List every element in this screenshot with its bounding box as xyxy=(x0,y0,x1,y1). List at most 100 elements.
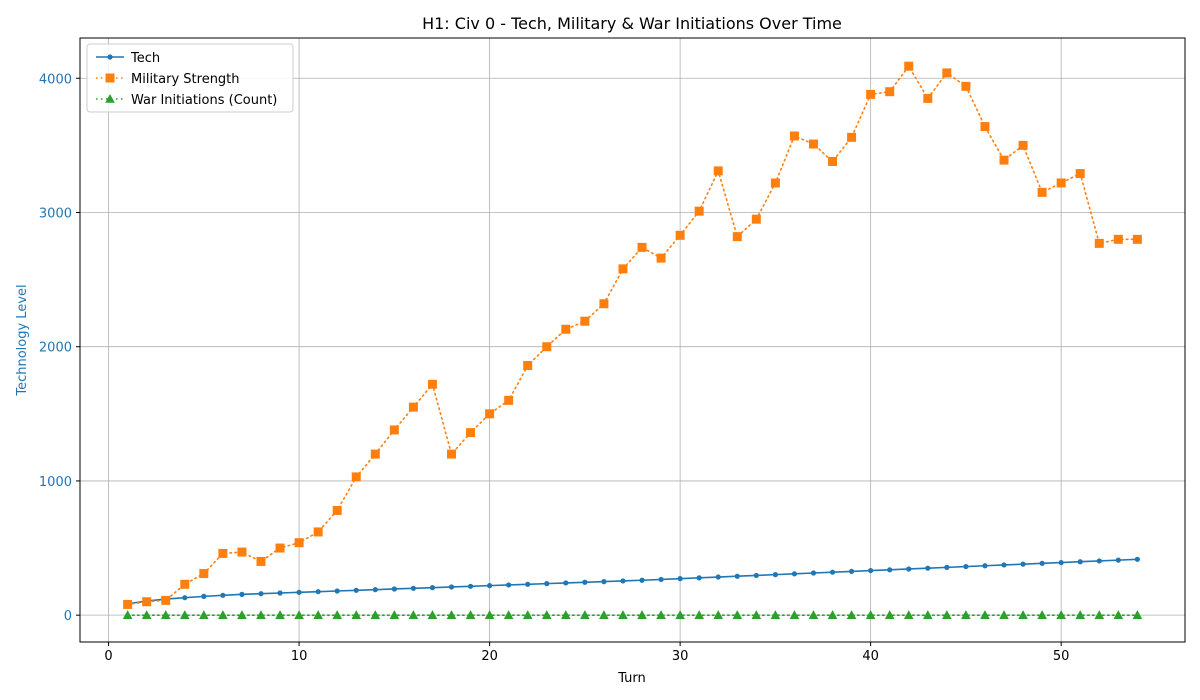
y-tick-label: 0 xyxy=(64,609,72,624)
data-point-war-initiations-count xyxy=(427,610,438,619)
data-point-war-initiations-count xyxy=(637,610,647,619)
data-point-military-strength xyxy=(808,139,818,149)
data-point-military-strength xyxy=(1132,234,1142,244)
data-point-war-initiations-count xyxy=(370,610,381,619)
data-point-military-strength xyxy=(599,299,609,309)
data-point-tech xyxy=(487,583,493,589)
data-point-war-initiations-count xyxy=(351,610,362,619)
data-point-war-initiations-count xyxy=(179,610,190,619)
data-point-tech xyxy=(506,582,512,588)
x-tick-label: 20 xyxy=(481,649,498,664)
data-point-war-initiations-count xyxy=(694,610,704,619)
data-point-war-initiations-count xyxy=(827,610,838,619)
data-point-war-initiations-count xyxy=(618,610,628,619)
data-point-war-initiations-count xyxy=(1037,610,1047,619)
data-point-war-initiations-count xyxy=(141,610,152,619)
data-point-tech xyxy=(601,579,607,585)
data-point-war-initiations-count xyxy=(522,610,533,619)
series-line-tech xyxy=(126,558,1139,605)
data-point-tech xyxy=(715,574,721,580)
legend-entry-military-strength: Military Strength xyxy=(96,72,240,87)
data-point-war-initiations-count xyxy=(199,610,209,619)
data-point-tech xyxy=(868,567,874,574)
data-point-tech xyxy=(677,576,683,582)
data-point-tech xyxy=(944,564,950,570)
data-point-military-strength xyxy=(866,89,876,99)
x-tick-label: 40 xyxy=(862,649,879,664)
data-point-war-initiations-count xyxy=(541,610,552,619)
data-point-tech xyxy=(391,586,397,592)
data-point-military-strength xyxy=(961,81,971,91)
data-point-war-initiations-count xyxy=(1075,610,1086,619)
data-point-military-strength xyxy=(1113,234,1123,244)
data-point-war-initiations-count xyxy=(332,610,342,619)
data-point-war-initiations-count xyxy=(808,610,819,619)
data-point-military-strength xyxy=(504,395,514,405)
data-point-tech xyxy=(220,592,226,598)
data-point-war-initiations-count xyxy=(751,610,762,619)
data-point-military-strength xyxy=(485,409,495,419)
data-point-tech xyxy=(906,566,912,572)
data-point-war-initiations-count xyxy=(580,610,590,619)
data-point-tech xyxy=(1001,562,1007,568)
data-point-war-initiations-count xyxy=(599,610,609,619)
chart-title: H1: Civ 0 - Tech, Military & War Initiat… xyxy=(422,14,842,33)
legend-box xyxy=(86,43,294,113)
data-point-military-strength xyxy=(713,166,723,176)
legend: Tech Military Strength War Initiations (Co… xyxy=(86,43,294,113)
data-point-war-initiations-count xyxy=(923,610,933,619)
data-point-military-strength xyxy=(789,131,799,141)
data-point-war-initiations-count xyxy=(961,610,971,619)
data-point-tech xyxy=(372,587,378,593)
data-point-tech xyxy=(334,588,340,594)
data-point-war-initiations-count xyxy=(980,610,990,619)
data-point-war-initiations-count xyxy=(732,610,743,619)
data-point-war-initiations-count xyxy=(561,610,571,619)
data-point-war-initiations-count xyxy=(275,610,285,619)
data-point-war-initiations-count xyxy=(122,610,133,619)
data-point-military-strength xyxy=(1018,140,1028,150)
data-point-military-strength xyxy=(408,402,418,412)
data-point-war-initiations-count xyxy=(789,610,800,619)
data-point-war-initiations-count xyxy=(237,610,247,619)
data-point-military-strength xyxy=(942,68,952,78)
legend-marker-military-strength xyxy=(105,73,115,83)
data-point-military-strength xyxy=(351,472,361,482)
data-point-military-strength xyxy=(542,342,552,352)
data-point-military-strength xyxy=(637,242,647,252)
data-point-military-strength xyxy=(237,547,247,557)
data-point-war-initiations-count xyxy=(484,610,495,619)
data-point-tech xyxy=(448,584,455,590)
data-point-war-initiations-count xyxy=(1056,610,1066,619)
data-point-war-initiations-count xyxy=(942,610,952,619)
data-point-tech xyxy=(734,573,740,579)
data-point-military-strength xyxy=(256,556,266,566)
data-point-tech xyxy=(982,563,988,569)
data-point-military-strength xyxy=(770,178,780,188)
data-point-tech xyxy=(696,575,702,581)
data-point-military-strength xyxy=(580,316,590,326)
data-point-military-strength xyxy=(904,61,914,71)
axis-ticks: 0 10 20 30 40 50 0 1000 2000 3000 4000 xyxy=(39,72,1070,664)
data-point-war-initiations-count xyxy=(999,610,1009,619)
data-point-military-strength xyxy=(142,597,152,607)
data-point-tech xyxy=(925,565,931,571)
data-point-tech xyxy=(467,583,474,589)
data-point-tech xyxy=(353,587,359,593)
data-point-tech xyxy=(1115,557,1121,563)
data-point-war-initiations-count xyxy=(865,610,876,619)
data-point-tech xyxy=(1039,560,1045,566)
data-point-tech xyxy=(791,571,798,577)
data-point-military-strength xyxy=(561,324,571,334)
data-point-tech xyxy=(296,589,302,595)
legend-marker-tech xyxy=(107,54,113,60)
legend-entry-war-initiations-count: War Initiations (Count) xyxy=(96,93,277,108)
data-point-military-strength xyxy=(199,569,209,579)
series-tech xyxy=(125,556,1140,607)
data-point-tech xyxy=(239,591,245,597)
legend-label-war-initiations-count: War Initiations (Count) xyxy=(131,93,277,108)
data-point-war-initiations-count xyxy=(1018,610,1028,619)
data-point-war-initiations-count xyxy=(408,610,419,619)
